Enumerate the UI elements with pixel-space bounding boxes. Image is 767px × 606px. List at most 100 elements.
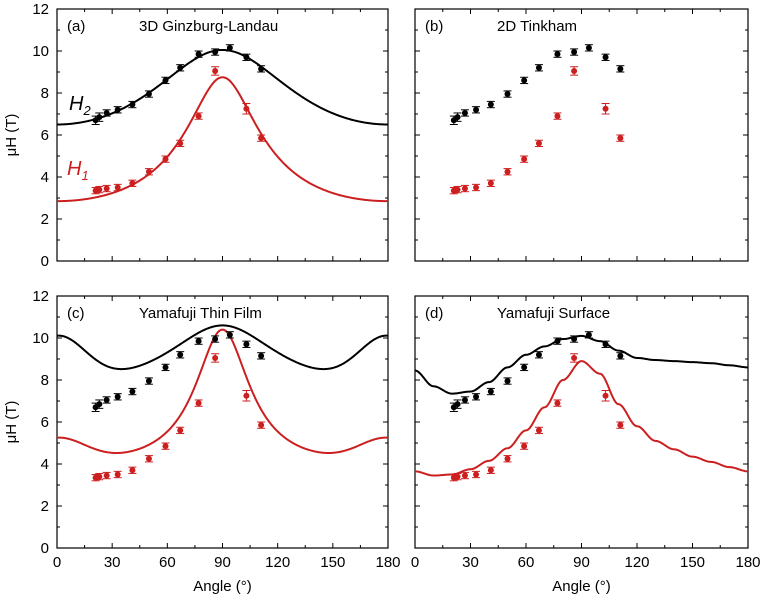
data-point (616, 65, 625, 73)
data-marker (195, 51, 202, 58)
data-point (486, 387, 495, 396)
y-axis-label: μH (T) (3, 114, 20, 157)
y-tick-label: 12 (32, 288, 49, 305)
data-point (616, 421, 625, 429)
data-point (161, 363, 170, 372)
y-tick-label: 2 (41, 498, 49, 515)
data-point (520, 155, 529, 163)
data-marker (504, 455, 511, 462)
series-label-h1: H1 (67, 158, 89, 183)
fit-curve-h1 (57, 328, 388, 454)
data-point (242, 340, 251, 348)
data-point (161, 76, 170, 85)
x-tick-label: 0 (53, 554, 61, 571)
data-marker (602, 392, 609, 399)
data-marker (554, 338, 561, 345)
data-point (128, 466, 137, 474)
y-tick-label: 6 (41, 414, 49, 431)
y-tick-label: 4 (41, 456, 49, 473)
data-marker (243, 392, 250, 399)
data-marker (521, 77, 528, 84)
data-marker (177, 140, 184, 147)
data-point (225, 331, 234, 339)
data-marker (129, 467, 136, 474)
panel-tag: (c) (67, 305, 85, 322)
data-point (257, 65, 266, 73)
data-point (176, 64, 185, 72)
data-point (534, 426, 543, 435)
data-point (194, 50, 203, 58)
data-point (460, 471, 469, 480)
data-point (553, 399, 562, 407)
data-point (503, 90, 512, 98)
data-point (472, 393, 481, 401)
data-point (520, 442, 529, 450)
data-marker (96, 186, 103, 193)
panel-tag: (d) (425, 305, 443, 322)
data-point (128, 179, 137, 187)
data-marker (461, 109, 468, 116)
data-marker (487, 388, 494, 395)
data-point (486, 100, 495, 109)
data-marker (96, 114, 103, 121)
data-point (553, 337, 562, 345)
data-marker (521, 443, 528, 450)
data-point (194, 112, 203, 120)
data-point (520, 363, 529, 372)
data-point (144, 455, 153, 463)
y-tick-label: 6 (41, 127, 49, 144)
data-marker (162, 443, 169, 450)
data-point (460, 184, 469, 193)
data-point (460, 396, 469, 404)
x-tick-label: 180 (735, 554, 760, 571)
fit-curve-h2 (415, 334, 748, 395)
data-point (242, 390, 251, 402)
data-point (257, 421, 266, 429)
data-marker (177, 64, 184, 71)
data-marker (103, 185, 110, 192)
data-marker (212, 49, 219, 56)
data-marker (571, 67, 578, 74)
data-marker (602, 341, 609, 348)
data-point (486, 179, 495, 187)
data-marker (461, 472, 468, 479)
data-marker (212, 67, 219, 74)
data-point (113, 183, 122, 192)
data-marker (602, 54, 609, 61)
panel-tag: (a) (67, 18, 85, 35)
data-marker (521, 156, 528, 163)
data-point (161, 155, 170, 163)
data-marker (504, 378, 511, 385)
x-tick-label: 150 (680, 554, 705, 571)
data-marker (571, 336, 578, 343)
data-marker (521, 364, 528, 371)
y-tick-label: 12 (32, 1, 49, 18)
data-point (211, 353, 220, 363)
data-point (601, 103, 610, 115)
data-point (225, 44, 234, 52)
x-tick-label: 180 (375, 554, 400, 571)
data-point (486, 466, 495, 474)
data-marker (473, 393, 480, 400)
data-point (503, 377, 512, 385)
data-marker (145, 91, 152, 98)
y-tick-label: 2 (41, 211, 49, 228)
data-marker (145, 378, 152, 385)
data-point (257, 352, 266, 360)
data-point (503, 168, 512, 176)
data-point (453, 185, 462, 194)
data-marker (487, 467, 494, 474)
data-marker (212, 336, 219, 343)
fit-curve-h2 (57, 48, 388, 126)
data-point (95, 185, 104, 194)
data-point (601, 390, 610, 402)
panel-d: 0 30 60 90 120 150 180 Angle (°) (d) Yamafuji Sur… (411, 295, 761, 595)
series-label-h2: H2 (69, 93, 91, 118)
data-point (601, 53, 610, 61)
panel-title: Yamafuji Surface (497, 305, 610, 322)
data-point (211, 48, 220, 56)
y-axis-label: μH (T) (3, 401, 20, 444)
panel-c: 0 30 60 90 120 150 180 0 2 4 6 8 10 12 μH (T) Angle (°)… (3, 288, 401, 595)
data-marker (226, 44, 233, 51)
